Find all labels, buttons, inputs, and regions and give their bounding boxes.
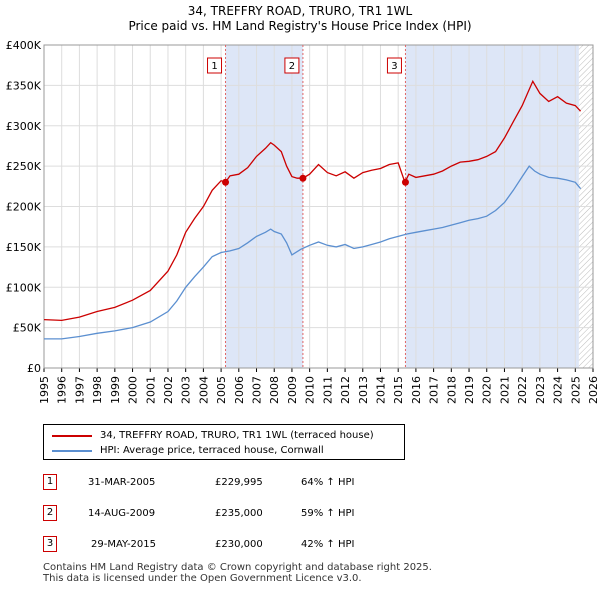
sale-badge-label: 2 — [289, 61, 295, 72]
x-tick-label: 2001 — [144, 376, 157, 404]
x-tick-label: 2016 — [410, 376, 423, 404]
y-tick-label: £300K — [6, 120, 42, 133]
x-tick-label: 2009 — [286, 376, 299, 404]
x-tick-label: 2022 — [516, 376, 529, 404]
x-tick-label: 2024 — [552, 376, 565, 404]
x-tick-label: 2021 — [498, 376, 511, 404]
x-tick-label: 2007 — [251, 376, 264, 404]
chart-subtitle: Price paid vs. HM Land Registry's House … — [128, 19, 472, 33]
footer-license: This data is licensed under the Open Gov… — [43, 573, 362, 584]
x-tick-label: 1996 — [56, 376, 69, 404]
sale-badge — [207, 57, 223, 74]
sale-point — [299, 174, 307, 182]
x-tick-label: 2025 — [569, 376, 582, 404]
x-tick-label: 2026 — [587, 376, 600, 404]
transaction-badge: 1 — [43, 474, 57, 490]
transaction-badge: 2 — [43, 505, 57, 521]
x-tick-label: 2006 — [233, 376, 246, 404]
legend-line-property — [52, 435, 92, 437]
x-tick-label: 2003 — [180, 376, 193, 404]
x-tick-label: 2005 — [215, 376, 228, 404]
x-tick-label: 1995 — [38, 376, 51, 404]
legend: 34, TREFFRY ROAD, TRURO, TR1 1WL (terrac… — [43, 424, 405, 460]
x-tick-label: 2008 — [268, 376, 281, 404]
x-tick-label: 2017 — [428, 376, 441, 404]
y-tick-label: £50K — [13, 322, 42, 335]
y-tick-label: £0 — [27, 362, 41, 375]
transaction-price: £229,995 — [215, 477, 263, 488]
transaction-hpi: 59% ↑ HPI — [301, 508, 355, 519]
plot-border — [43, 44, 594, 369]
x-tick-label: 2014 — [374, 376, 387, 404]
x-tick-label: 2000 — [127, 376, 140, 404]
x-tick-label: 2013 — [357, 376, 370, 404]
y-tick-label: £100K — [6, 281, 42, 294]
legend-line-hpi — [52, 450, 92, 452]
x-tick-label: 2020 — [481, 376, 494, 404]
legend-label-property: 34, TREFFRY ROAD, TRURO, TR1 1WL (terrac… — [100, 430, 374, 441]
series-line-hpi — [44, 165, 582, 340]
transaction-hpi: 42% ↑ HPI — [301, 539, 355, 550]
x-tick-label: 1998 — [91, 376, 104, 404]
transaction-price: £230,000 — [215, 539, 263, 550]
sale-badge — [386, 57, 402, 74]
x-tick-label: 2018 — [445, 376, 458, 404]
y-tick-label: £200K — [6, 201, 42, 214]
x-tick-label: 2023 — [534, 376, 547, 404]
sale-badge-label: 3 — [391, 61, 397, 72]
transaction-price: £235,000 — [215, 508, 263, 519]
series-line-property — [43, 79, 582, 322]
transaction-date: 29-MAY-2015 — [91, 539, 157, 550]
chart-title: 34, TREFFRY ROAD, TRURO, TR1 1WL — [187, 4, 413, 18]
x-tick-label: 2015 — [392, 376, 405, 404]
x-tick-label: 2010 — [304, 376, 317, 404]
sale-badge — [284, 57, 300, 74]
x-tick-label: 2012 — [339, 376, 352, 404]
transaction-date: 14-AUG-2009 — [88, 508, 156, 519]
transaction-badge: 3 — [43, 536, 57, 552]
price-chart: £0 £50K £100K £150K £200K £250K £300K £350K £400… — [6, 39, 600, 404]
sale-badge-label: 1 — [211, 61, 217, 72]
legend-label-hpi: HPI: Average price, terraced house, Corn… — [100, 445, 324, 456]
transaction-date: 31-MAR-2005 — [88, 477, 156, 488]
y-tick-label: £250K — [6, 160, 42, 173]
sale-point — [222, 178, 230, 186]
x-tick-label: 2019 — [463, 376, 476, 404]
x-tick-label: 2002 — [162, 376, 175, 404]
footer-copyright: Contains HM Land Registry data © Crown c… — [43, 562, 432, 573]
x-tick-label: 2004 — [197, 376, 210, 404]
transaction-hpi: 64% ↑ HPI — [301, 477, 355, 488]
y-tick-label: £350K — [6, 79, 42, 92]
y-tick-label: £150K — [6, 241, 42, 254]
x-tick-label: 2011 — [321, 376, 334, 404]
x-tick-label: 1999 — [109, 376, 122, 404]
sale-point — [401, 178, 409, 186]
y-tick-label: £400K — [6, 39, 42, 52]
x-tick-label: 1997 — [73, 376, 86, 404]
